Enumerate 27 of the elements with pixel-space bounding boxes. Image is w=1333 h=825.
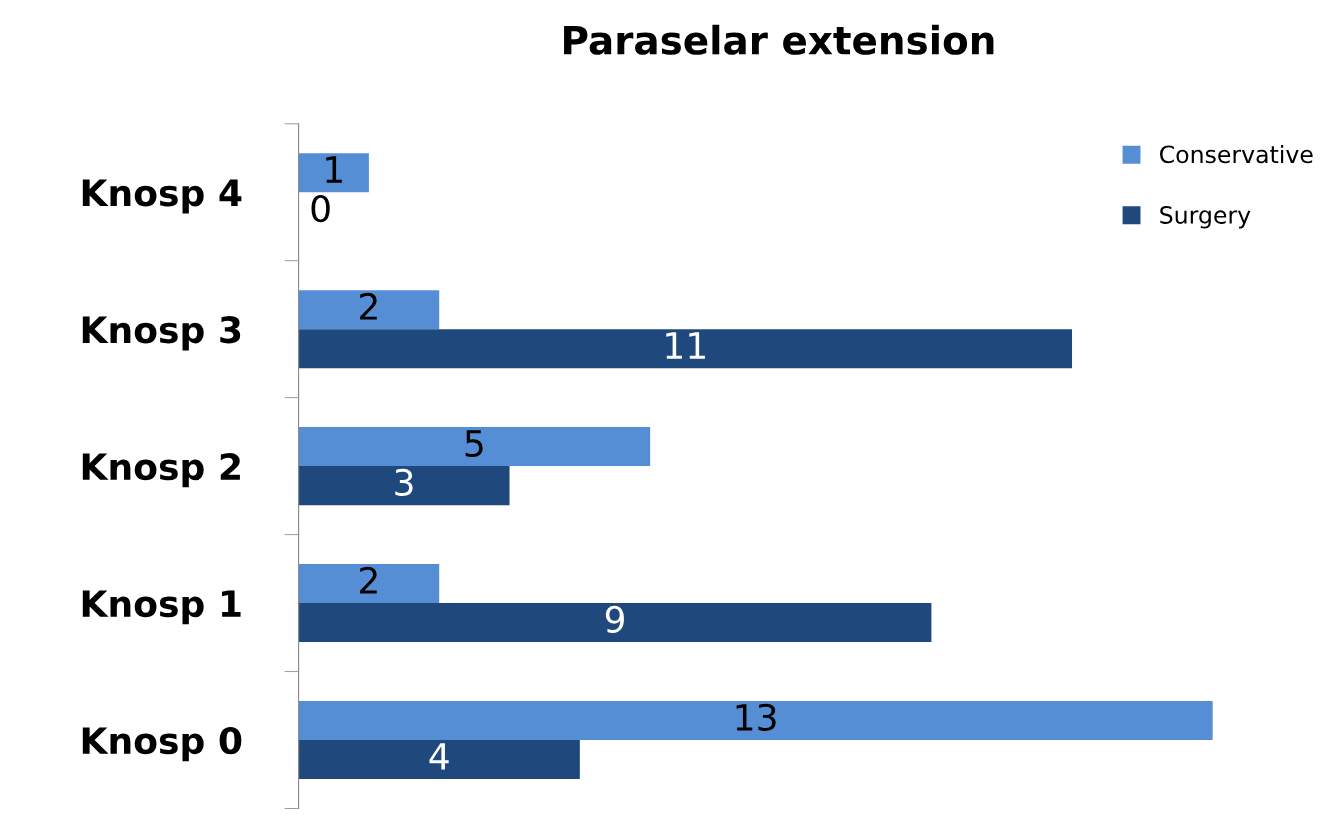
- data-label: 1: [326, 156, 342, 183]
- bar: [298, 564, 440, 604]
- data-label: 13: [736, 703, 776, 731]
- y-tick-label: Knosp 0: [82, 726, 242, 762]
- data-label: 11: [666, 332, 705, 359]
- y-tick-label: Knosp 3: [82, 316, 241, 351]
- bar: [298, 290, 440, 330]
- data-label: 2: [360, 566, 377, 594]
- bar: [298, 466, 510, 506]
- data-label: 9: [605, 605, 624, 634]
- data-label: 3: [395, 468, 413, 497]
- data-label: 4: [429, 743, 449, 770]
- chart-title: Paraselar extension: [564, 24, 994, 55]
- data-label: 0: [311, 194, 330, 223]
- bar: [298, 700, 1213, 741]
- legend-label: Surgery: [1160, 206, 1251, 229]
- y-tick-label: Knosp 4: [82, 179, 242, 214]
- data-label: 5: [465, 430, 483, 458]
- bar: [298, 153, 369, 193]
- bar: [298, 740, 580, 780]
- data-label: 2: [360, 292, 377, 320]
- bar: [298, 603, 932, 643]
- y-tick-label: Knosp 1: [82, 590, 241, 625]
- y-tick-label: Knosp 2: [82, 453, 240, 488]
- legend-label: Conservative: [1160, 145, 1313, 164]
- bar: [298, 427, 651, 467]
- bar: [298, 329, 1073, 369]
